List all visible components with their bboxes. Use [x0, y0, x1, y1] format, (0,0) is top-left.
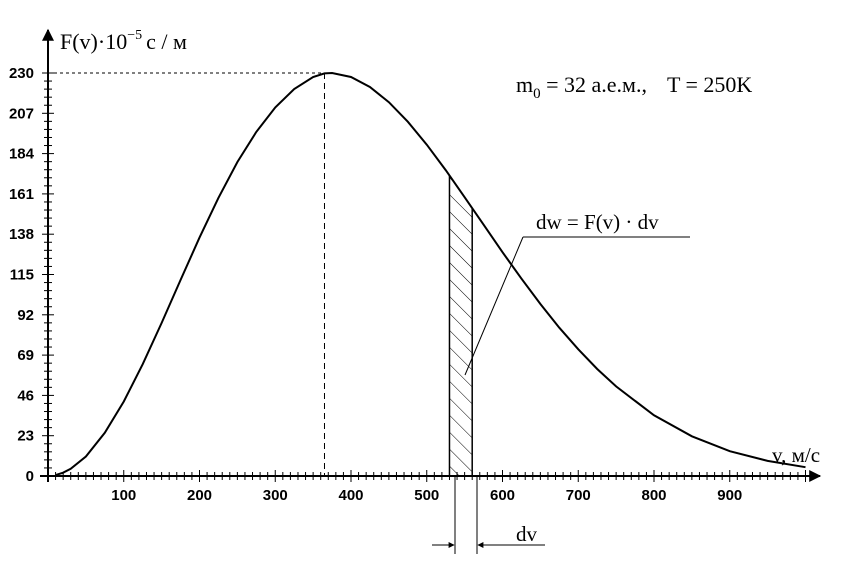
y-tick-label: 0 — [26, 468, 34, 485]
peak-guide-lines — [48, 72, 325, 476]
y-tick-label: 207 — [9, 105, 34, 122]
dw-annotation: dw = F(v) · dv — [536, 210, 659, 234]
x-axis-ticks: 100 200 300 400 500 600 700 800 900 — [55, 470, 806, 504]
x-axis-label: v, м/с — [772, 443, 820, 467]
y-tick-label: 69 — [17, 347, 34, 364]
dv-annotation: dv — [516, 522, 538, 546]
dw-leader-line — [464, 236, 524, 376]
dv-strip-hatch — [449, 175, 473, 476]
y-tick-label: 23 — [17, 428, 34, 445]
y-tick-label: 184 — [9, 146, 35, 163]
x-tick-label: 200 — [187, 487, 212, 504]
x-tick-label: 300 — [263, 487, 288, 504]
series-line — [55, 71, 806, 477]
x-tick-label: 500 — [414, 487, 439, 504]
y-axis-ticks: 0 23 46 69 92 115 138 161 184 207 230 — [9, 65, 54, 485]
y-tick-label: 161 — [9, 186, 34, 203]
x-tick-label: 400 — [338, 487, 363, 504]
y-tick-label: 46 — [17, 387, 34, 404]
y-axis-label: F(v)·10−5 с / м — [60, 28, 187, 54]
x-tick-label: 700 — [566, 487, 591, 504]
y-tick-label: 138 — [9, 226, 34, 243]
parameters-annotation: m0 = 32 а.е.м., T = 250K — [516, 72, 752, 102]
axes — [40, 28, 822, 482]
x-tick-label: 900 — [717, 487, 742, 504]
dv-strip — [448, 175, 473, 476]
y-tick-label: 230 — [9, 65, 34, 82]
x-tick-label: 800 — [641, 487, 666, 504]
x-tick-label: 600 — [490, 487, 515, 504]
x-tick-label: 100 — [111, 487, 136, 504]
y-tick-label: 92 — [17, 307, 34, 324]
y-tick-label: 115 — [10, 267, 34, 284]
